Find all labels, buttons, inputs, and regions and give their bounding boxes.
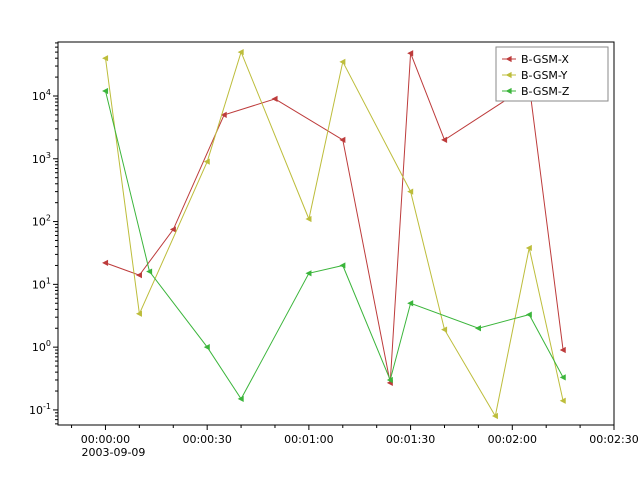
series-B-GSM-Y bbox=[102, 49, 566, 420]
legend-marker-B-GSM-Z bbox=[505, 87, 512, 95]
x-axis-tick-label: 00:00:00 bbox=[81, 433, 130, 446]
series-marker-B-GSM-X bbox=[559, 346, 566, 354]
legend-item-label: B-GSM-Y bbox=[521, 69, 568, 82]
series-marker-B-GSM-X bbox=[339, 136, 346, 143]
series-marker-B-GSM-Z bbox=[559, 374, 566, 381]
x-axis-tick-label: 00:00:30 bbox=[182, 433, 231, 446]
series-marker-B-GSM-Z bbox=[525, 311, 532, 318]
series-B-GSM-Z bbox=[102, 87, 566, 402]
series-marker-B-GSM-Z bbox=[203, 344, 210, 351]
series-marker-B-GSM-Y bbox=[407, 188, 414, 195]
series-marker-B-GSM-Y bbox=[305, 215, 312, 223]
legend-item: B-GSM-Z bbox=[502, 85, 570, 98]
series-marker-B-GSM-Z bbox=[474, 325, 481, 332]
y-axis: 10-1 100 101 102 103 104 bbox=[29, 88, 58, 417]
series-line-B-GSM-Z bbox=[105, 90, 564, 400]
series-marker-B-GSM-Y bbox=[441, 326, 448, 333]
legend-item-label: B-GSM-Z bbox=[521, 85, 570, 98]
series-marker-B-GSM-Y bbox=[203, 158, 210, 165]
legend-marker-B-GSM-X bbox=[505, 55, 512, 63]
series-marker-B-GSM-Y bbox=[102, 55, 109, 62]
y-axis-tick-label: 101 bbox=[32, 276, 51, 291]
series-marker-B-GSM-Z bbox=[305, 270, 312, 277]
x-axis: 00:00:00 00:00:30 00:01:00 00:01:30 00:02:00… bbox=[81, 425, 639, 459]
y-axis-tick-label: 10-1 bbox=[29, 402, 51, 417]
legend: B-GSM-X B-GSM-Y B-GSM-Z bbox=[495, 46, 609, 102]
legend-item-label: B-GSM-X bbox=[521, 53, 569, 66]
series-marker-B-GSM-Z bbox=[146, 268, 153, 275]
series-B-GSM-X bbox=[102, 50, 566, 386]
x-axis-tick-label: 00:01:30 bbox=[386, 433, 435, 446]
x-axis-tick-label: 00:02:00 bbox=[488, 433, 537, 446]
plot-frame bbox=[57, 41, 615, 426]
series-marker-B-GSM-X bbox=[169, 226, 176, 233]
series-marker-B-GSM-Z bbox=[102, 87, 109, 95]
series-marker-B-GSM-X bbox=[220, 111, 227, 118]
x-axis-date-label: 2003-09-09 bbox=[81, 446, 145, 459]
series-marker-B-GSM-Z bbox=[237, 395, 244, 402]
x-axis-tick-label: 00:02:30 bbox=[589, 433, 638, 446]
legend-item: B-GSM-X bbox=[502, 53, 569, 66]
y-axis-tick-label: 104 bbox=[32, 88, 51, 103]
series-marker-B-GSM-Z bbox=[407, 300, 414, 307]
series-marker-B-GSM-Y bbox=[525, 244, 532, 252]
series-marker-B-GSM-X bbox=[441, 136, 448, 143]
series-marker-B-GSM-X bbox=[135, 272, 142, 279]
series-marker-B-GSM-Y bbox=[339, 58, 346, 65]
series-marker-B-GSM-Y bbox=[491, 412, 498, 420]
series-marker-B-GSM-X bbox=[271, 95, 278, 102]
x-axis-tick-label: 00:01:00 bbox=[284, 433, 333, 446]
series-marker-B-GSM-Y bbox=[237, 49, 244, 56]
legend-marker-B-GSM-Y bbox=[505, 71, 512, 79]
y-axis-tick-label: 102 bbox=[32, 214, 51, 229]
series-marker-B-GSM-X bbox=[407, 50, 414, 57]
legend-box bbox=[495, 46, 609, 102]
series-line-B-GSM-Y bbox=[105, 50, 564, 418]
x-axis-minor-ticks bbox=[71, 425, 581, 428]
series-marker-B-GSM-Z bbox=[339, 262, 346, 269]
y-axis-minor-ticks bbox=[55, 42, 58, 425]
y-axis-tick-label: 100 bbox=[32, 339, 51, 354]
y-axis-tick-label: 103 bbox=[32, 151, 51, 166]
series-marker-B-GSM-Y bbox=[135, 310, 142, 317]
legend-item: B-GSM-Y bbox=[502, 69, 568, 82]
series-marker-B-GSM-Y bbox=[559, 397, 566, 404]
series-marker-B-GSM-Z bbox=[386, 376, 393, 384]
series-marker-B-GSM-X bbox=[102, 259, 109, 266]
